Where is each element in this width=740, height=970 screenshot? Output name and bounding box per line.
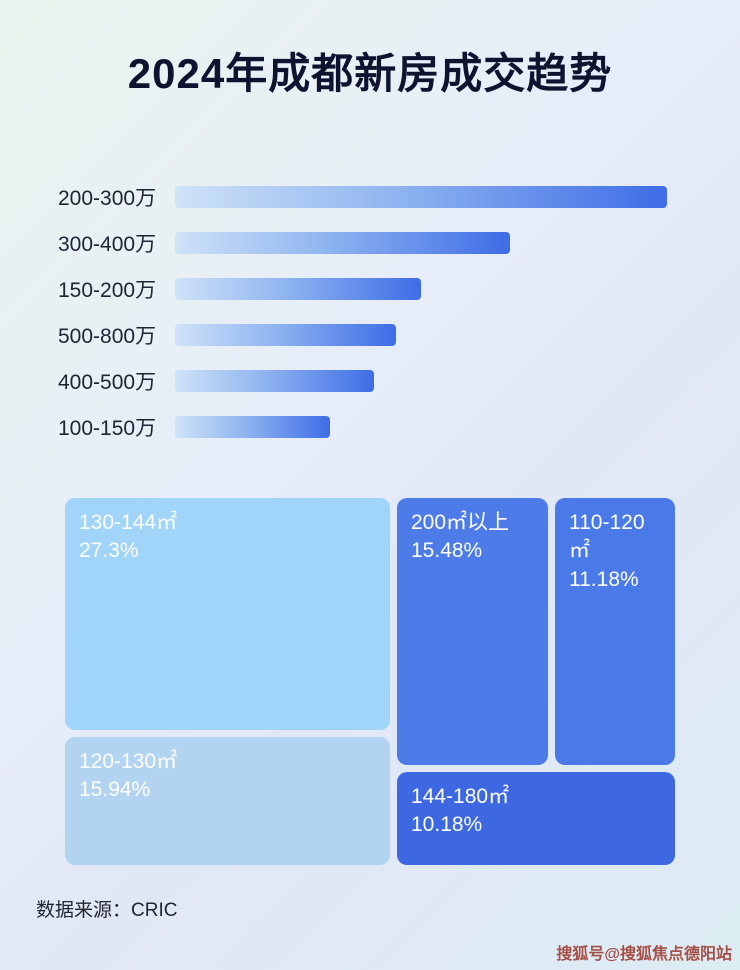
- treemap-block-value: 27.3%: [79, 539, 139, 563]
- bar-fill: [175, 186, 667, 208]
- treemap-block-label: 130-144㎡: [79, 511, 178, 534]
- treemap-block-label: 110-120㎡: [569, 511, 645, 563]
- bar-label: 200-300万: [58, 187, 157, 210]
- bar-row: 400-500万: [58, 358, 688, 404]
- bar-track: [175, 370, 667, 392]
- bar-label: 150-200万: [58, 279, 157, 302]
- bar-track: [175, 278, 667, 300]
- area-size-treemap: 130-144㎡ 27.3% 200㎡以上 15.48% 110-120㎡ 11…: [65, 498, 675, 865]
- bar-row: 100-150万: [58, 404, 688, 450]
- treemap-block-value: 15.48%: [411, 539, 483, 563]
- watermark-label: 搜狐号@搜狐焦点德阳站: [556, 946, 732, 963]
- bar-track: [175, 232, 667, 254]
- bar-track: [175, 416, 667, 438]
- treemap-block-120-130: 120-130㎡ 15.94%: [65, 737, 390, 865]
- treemap-block-144-180: 144-180㎡ 10.18%: [397, 772, 675, 865]
- treemap-block-value: 10.18%: [411, 813, 483, 837]
- bar-row: 150-200万: [58, 266, 688, 312]
- bar-fill: [175, 370, 375, 392]
- treemap-block-110-120: 110-120㎡ 11.18%: [555, 498, 675, 765]
- treemap-block-label: 200㎡以上: [411, 511, 510, 534]
- data-source-label: 数据来源：CRIC: [36, 900, 178, 921]
- bar-fill: [175, 416, 330, 438]
- treemap-block-value: 11.18%: [569, 567, 639, 591]
- bar-label: 400-500万: [58, 371, 157, 394]
- bar-label: 300-400万: [58, 233, 157, 256]
- bar-track: [175, 324, 667, 346]
- bar-row: 500-800万: [58, 312, 688, 358]
- page-title: 2024年成都新房成交趋势: [127, 50, 613, 97]
- bar-fill: [175, 324, 397, 346]
- treemap-block-label: 120-130㎡: [79, 750, 178, 773]
- bar-fill: [175, 278, 421, 300]
- treemap-block-130-144: 130-144㎡ 27.3%: [65, 498, 390, 730]
- bar-label: 500-800万: [58, 325, 157, 348]
- bar-row: 200-300万: [58, 174, 688, 220]
- bar-label: 100-150万: [58, 417, 157, 440]
- bar-fill: [175, 232, 510, 254]
- treemap-block-value: 15.94%: [79, 778, 151, 802]
- price-band-bar-chart: 200-300万 300-400万 150-200万 500-800万 400-: [58, 174, 688, 450]
- treemap-block-label: 144-180㎡: [411, 785, 510, 808]
- bar-track: [175, 186, 667, 208]
- bar-row: 300-400万: [58, 220, 688, 266]
- treemap-block-200-plus: 200㎡以上 15.48%: [397, 498, 548, 765]
